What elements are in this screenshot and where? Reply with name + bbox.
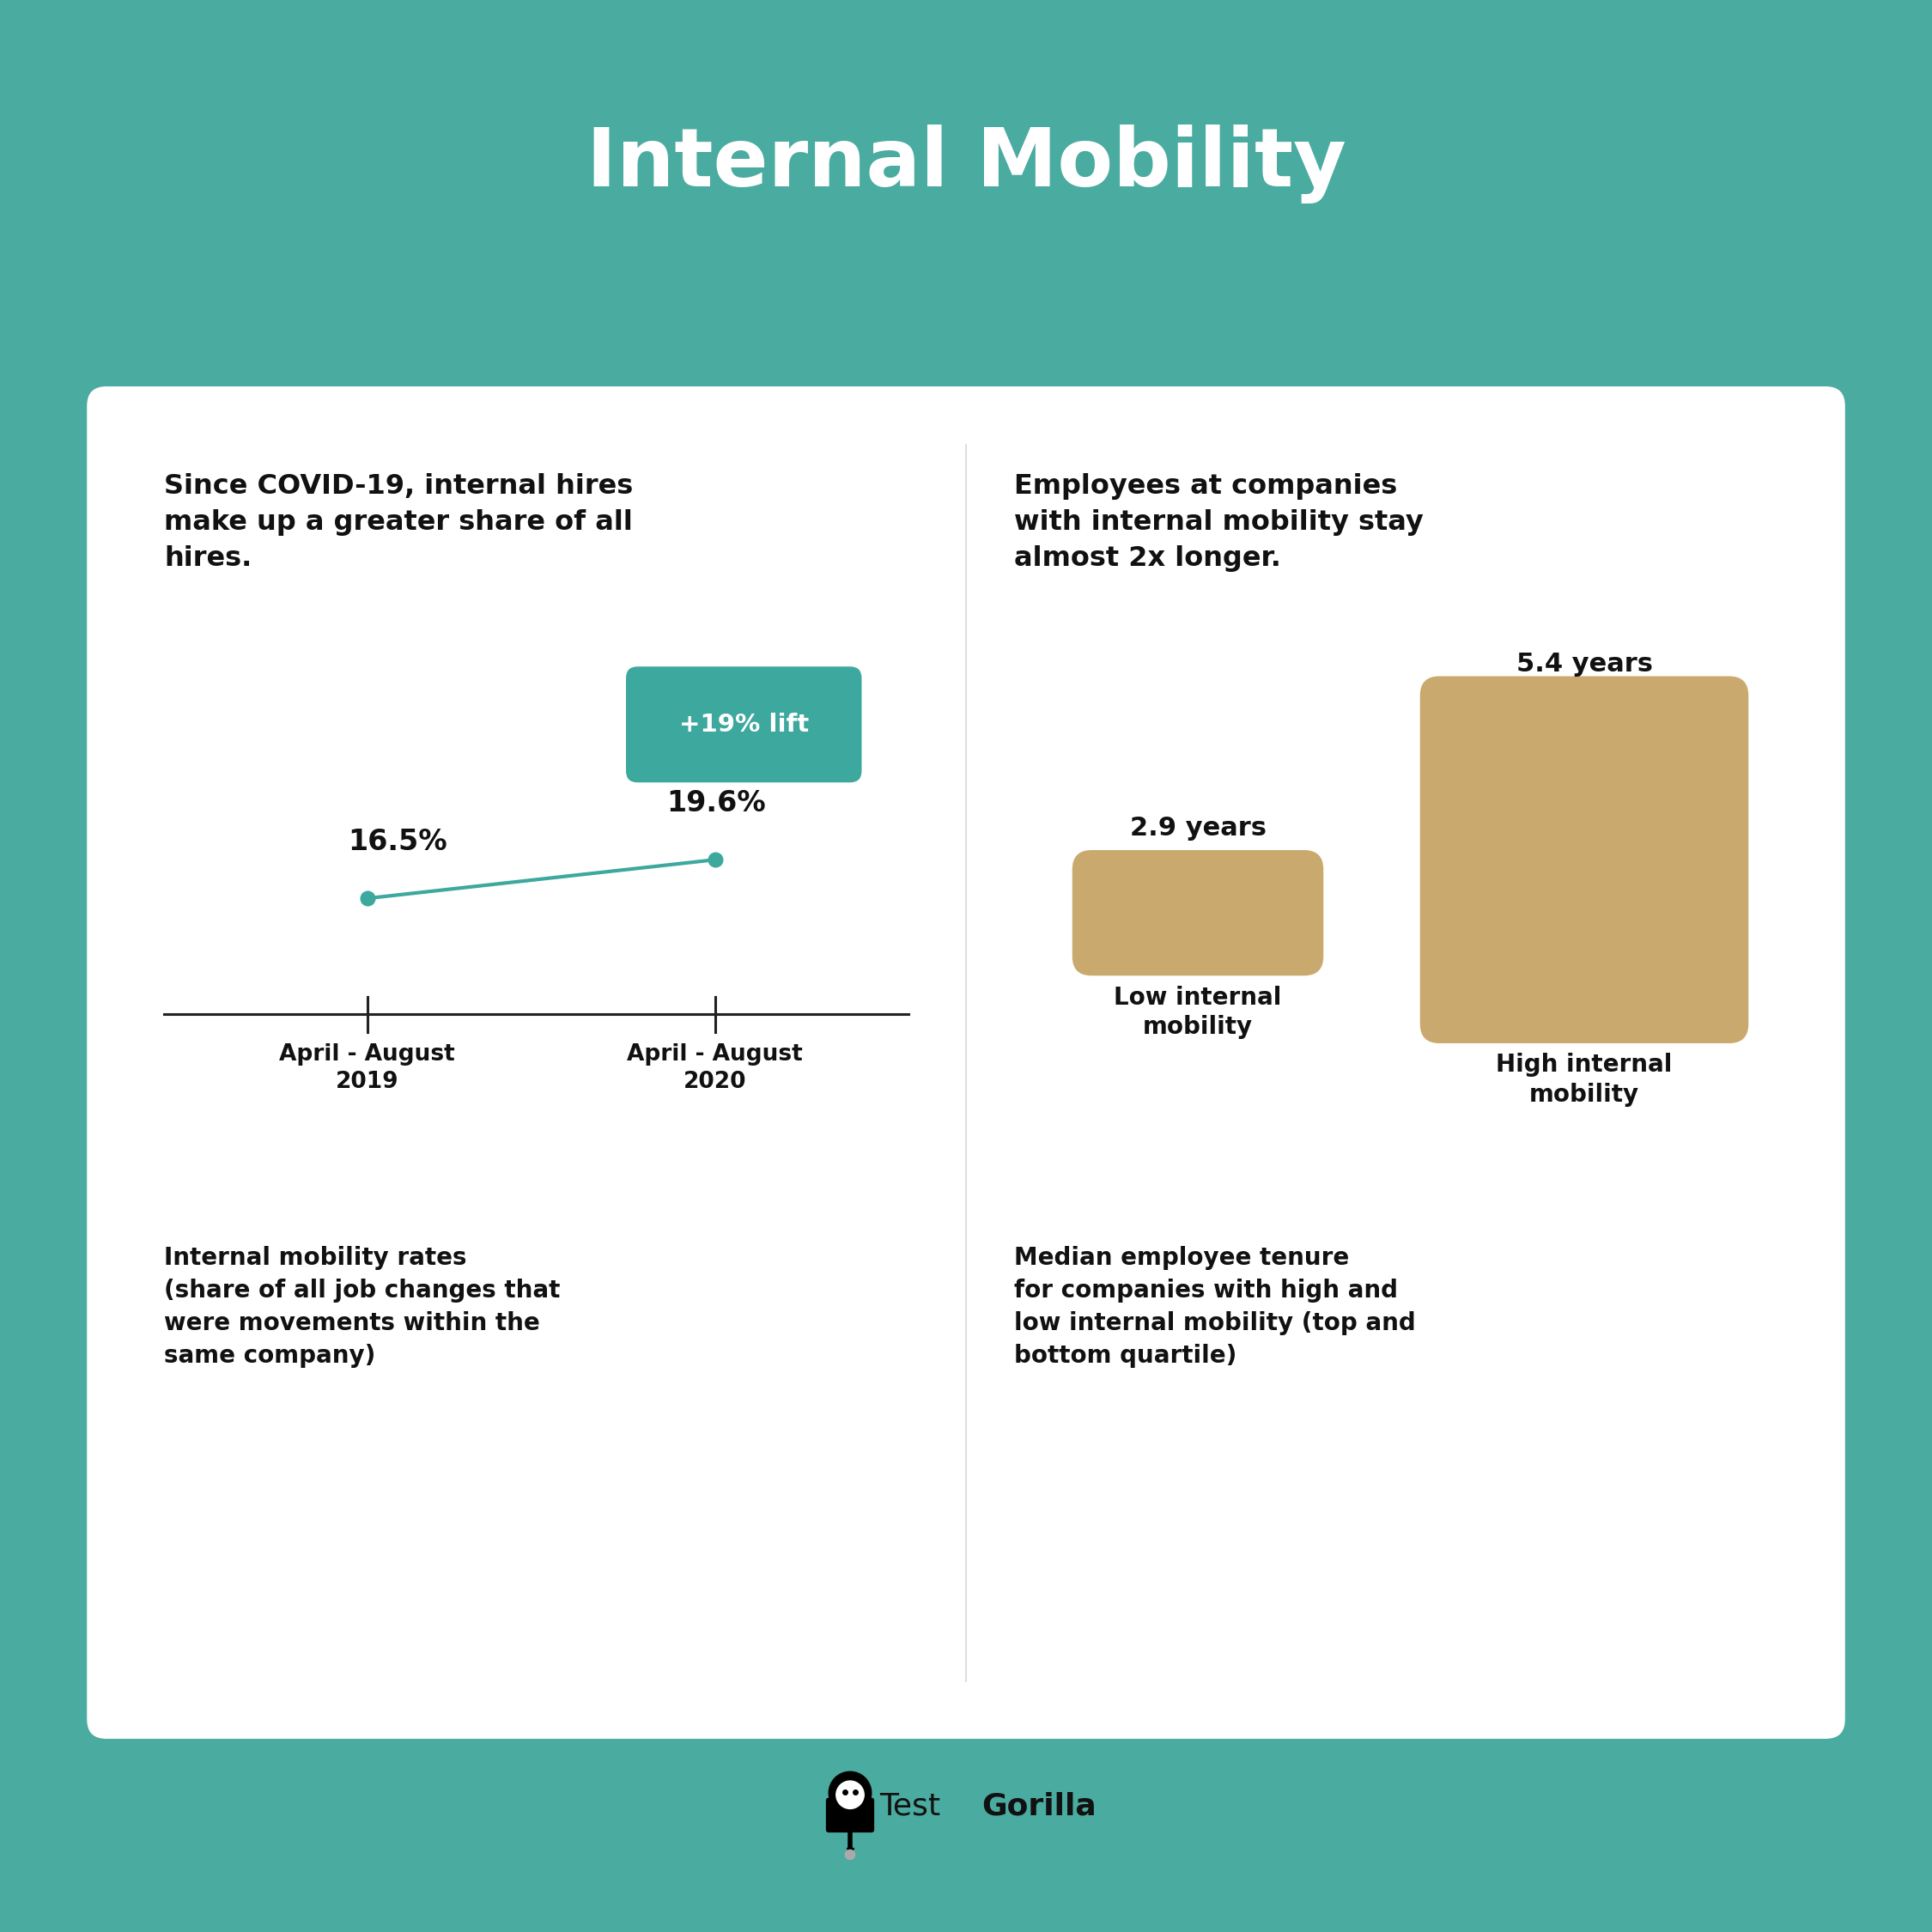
Text: High internal
mobility: High internal mobility: [1495, 1053, 1673, 1107]
Circle shape: [829, 1772, 871, 1814]
Text: Low internal
mobility: Low internal mobility: [1115, 985, 1281, 1039]
Circle shape: [837, 1781, 864, 1808]
Text: April - August
2020: April - August 2020: [626, 1043, 804, 1094]
FancyBboxPatch shape: [1420, 676, 1748, 1043]
Text: Employees at companies
with internal mobility stay
almost 2x longer.: Employees at companies with internal mob…: [1014, 473, 1424, 572]
Text: 5.4 years: 5.4 years: [1517, 651, 1652, 676]
Text: Internal Mobility: Internal Mobility: [585, 126, 1347, 203]
Text: April - August
2019: April - August 2019: [280, 1043, 456, 1094]
Text: 19.6%: 19.6%: [667, 788, 765, 817]
Text: 2.9 years: 2.9 years: [1130, 815, 1265, 840]
Circle shape: [846, 1851, 854, 1859]
Text: Gorilla: Gorilla: [981, 1791, 1095, 1822]
FancyBboxPatch shape: [827, 1797, 873, 1832]
Text: +19% lift: +19% lift: [678, 713, 810, 736]
FancyBboxPatch shape: [1072, 850, 1323, 976]
FancyBboxPatch shape: [626, 667, 862, 782]
Text: Test: Test: [879, 1791, 941, 1822]
Text: Since COVID-19, internal hires
make up a greater share of all
hires.: Since COVID-19, internal hires make up a…: [164, 473, 634, 572]
Text: Median employee tenure
for companies with high and
low internal mobility (top an: Median employee tenure for companies wit…: [1014, 1246, 1416, 1368]
Text: Internal mobility rates
(share of all job changes that
were movements within the: Internal mobility rates (share of all jo…: [164, 1246, 560, 1368]
Text: 16.5%: 16.5%: [348, 827, 446, 856]
FancyBboxPatch shape: [87, 386, 1845, 1739]
